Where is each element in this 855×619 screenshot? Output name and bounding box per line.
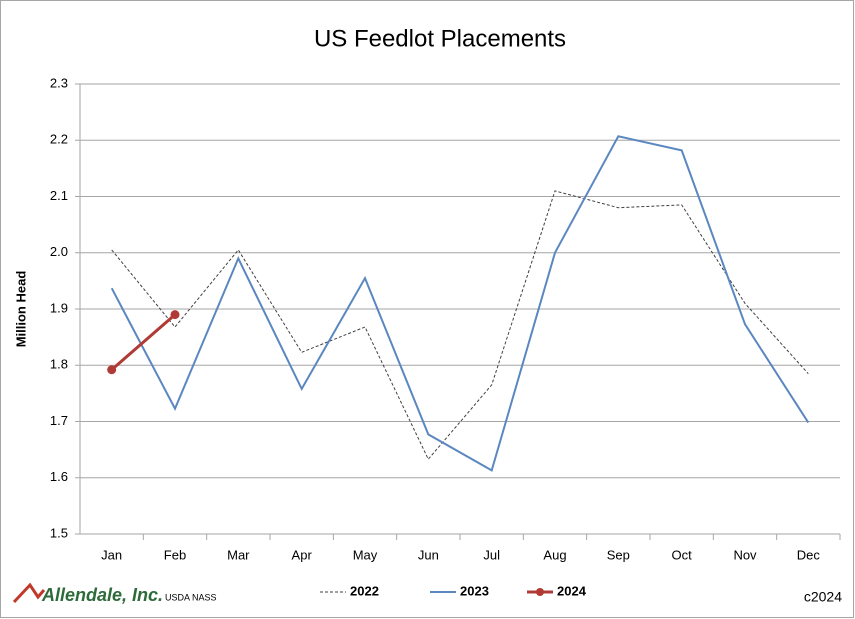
y-tick-label: 1.9	[50, 300, 68, 315]
legend-marker	[536, 588, 544, 596]
x-tick-label: Dec	[797, 547, 821, 562]
series-line	[110, 135, 810, 472]
legend-label: 2023	[460, 583, 489, 598]
y-tick-label: 1.7	[50, 413, 68, 428]
y-tick-label: 2.1	[50, 188, 68, 203]
chart-title: US Feedlot Placements	[314, 25, 566, 52]
series-marker	[170, 310, 180, 320]
x-tick-label: Aug	[543, 547, 566, 562]
x-tick-label: May	[353, 547, 378, 562]
x-tick-label: Apr	[292, 547, 313, 562]
y-tick-label: 1.5	[50, 525, 68, 540]
legend-label: 2024	[557, 583, 587, 598]
x-tick-label: Mar	[227, 547, 250, 562]
y-tick-label: 2.0	[50, 244, 68, 259]
x-tick-label: Oct	[672, 547, 693, 562]
x-tick-label: Sep	[607, 547, 630, 562]
legend-label: 2022	[350, 583, 379, 598]
x-tick-label: Jul	[483, 547, 500, 562]
source: USDA NASS	[165, 592, 217, 602]
logo: Allendale, Inc.	[41, 585, 163, 605]
x-tick-label: Jan	[101, 547, 122, 562]
copyright: c2024	[804, 589, 842, 605]
x-tick-label: Jun	[418, 547, 439, 562]
x-tick-label: Feb	[164, 547, 186, 562]
y-tick-label: 1.8	[50, 357, 68, 372]
series-line	[110, 313, 176, 371]
y-axis-label: Million Head	[13, 271, 28, 348]
y-tick-label: 2.2	[50, 132, 68, 147]
logo-mark	[12, 582, 46, 604]
series-line	[111, 190, 809, 461]
series-marker	[107, 365, 117, 375]
y-tick-label: 1.6	[50, 469, 68, 484]
x-tick-label: Nov	[733, 547, 757, 562]
y-tick-label: 2.3	[50, 75, 68, 90]
